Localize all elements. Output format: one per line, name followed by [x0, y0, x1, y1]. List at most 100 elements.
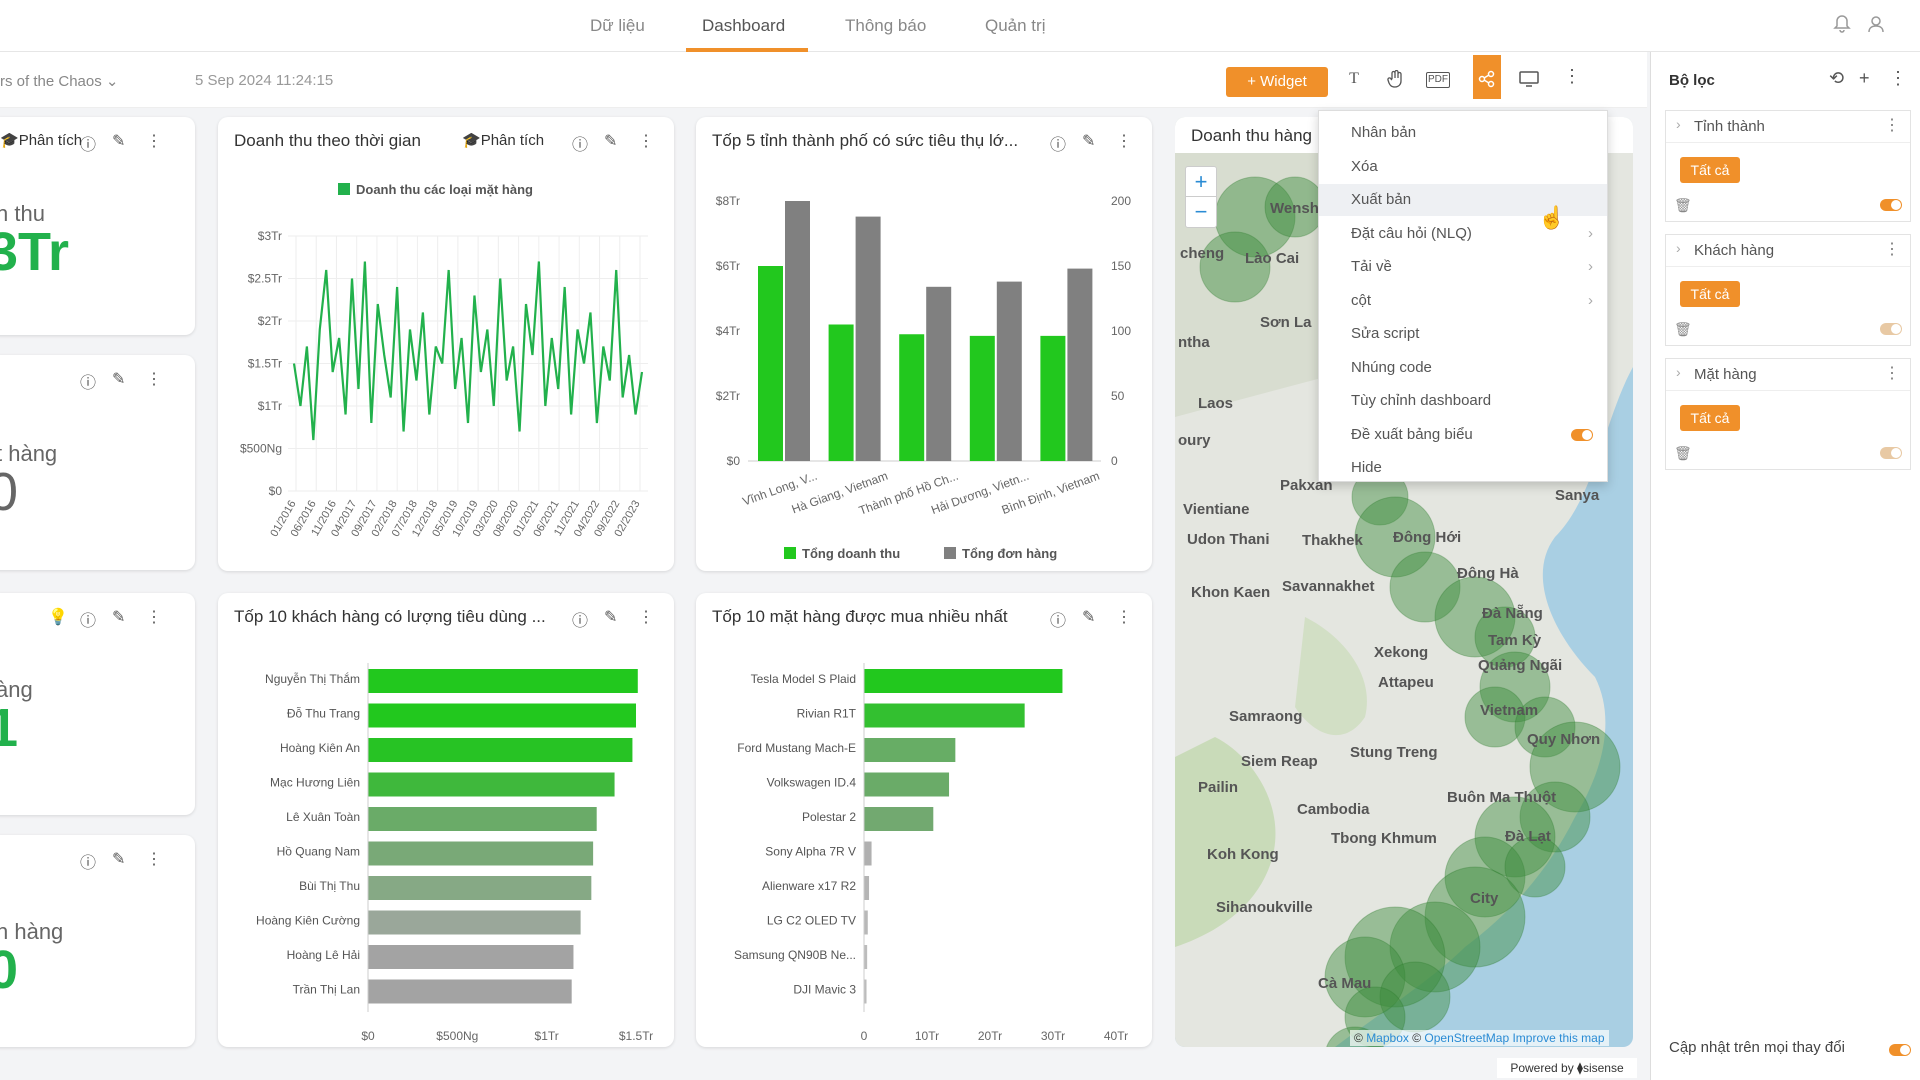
info-icon[interactable]: ⓘ — [80, 375, 97, 392]
more-options-icon[interactable]: ⋮ — [1116, 133, 1132, 150]
menu-toggle[interactable] — [1571, 428, 1593, 441]
top10-customers-card[interactable]: Tốp 10 khách hàng có lượng tiêu dùng ...… — [218, 593, 674, 1047]
top10-products-card[interactable]: Tốp 10 mặt hàng được mua nhiều nhất ⓘ ✎ … — [696, 593, 1152, 1047]
menu-item[interactable]: Đặt câu hỏi (NLQ) › — [1319, 218, 1607, 250]
menu-item[interactable]: Hide — [1319, 452, 1607, 484]
filter-header[interactable]: › Khách hàng ⋮ — [1666, 235, 1910, 267]
info-icon[interactable]: ⓘ — [572, 137, 589, 154]
menu-item[interactable]: Xóa — [1319, 151, 1607, 183]
kpi-card-orders[interactable]: ⓘ ✎ ⋮ t hàng 0 — [0, 355, 195, 570]
filter-item[interactable]: › Tỉnh thành ⋮ Tất cả 🗑 — [1665, 110, 1911, 222]
filter-value-chip[interactable]: Tất cả — [1680, 281, 1740, 307]
menu-item[interactable]: Xuất bản — [1319, 184, 1607, 216]
filter-value-chip[interactable]: Tất cả — [1680, 157, 1740, 183]
auto-update-toggle[interactable] — [1889, 1044, 1911, 1056]
more-options-icon[interactable]: ⋮ — [638, 609, 654, 626]
lightbulb-icon[interactable]: 💡 — [48, 609, 68, 626]
kpi-card-products[interactable]: ⓘ ✎ ⋮ h hàng 0 — [0, 835, 195, 1047]
more-options-icon[interactable]: ⋮ — [1884, 365, 1900, 382]
filter-item[interactable]: › Khách hàng ⋮ Tất cả 🗑 — [1665, 234, 1911, 346]
filter-value-chip[interactable]: Tất cả — [1680, 405, 1740, 431]
customers-bar-chart[interactable]: Nguyễn Thị Thắm Đỗ Thu Trang Hoàng Kiên An… — [218, 637, 674, 1047]
filter-item[interactable]: › Mặt hàng ⋮ Tất cả 🗑 — [1665, 358, 1911, 470]
revenue-over-time-card[interactable]: Doanh thu theo thời gian 🎓Phân tích ⓘ ✎ … — [218, 117, 674, 571]
products-bar-chart[interactable]: Tesla Model S Plaid Rivian R1T Ford Mustan… — [696, 637, 1152, 1047]
edit-icon[interactable]: ✎ — [112, 609, 126, 626]
more-options-icon[interactable]: ⋮ — [146, 133, 162, 150]
more-options-icon[interactable]: ⋮ — [1889, 68, 1907, 88]
kpi-card-customers[interactable]: 💡 ⓘ ✎ ⋮ àng 1 — [0, 593, 195, 815]
more-options-icon[interactable]: ⋮ — [1884, 117, 1900, 134]
chevron-down-icon: ⌄ — [105, 73, 119, 90]
filter-enable-toggle[interactable] — [1880, 199, 1902, 211]
edit-icon[interactable]: ✎ — [1082, 609, 1096, 626]
osm-link[interactable]: OpenStreetMap — [1424, 1031, 1510, 1045]
line-chart[interactable]: Doanh thu các loại mặt hàng $0 $500Ng $1Tr $… — [218, 161, 674, 571]
hand-icon[interactable] — [1383, 69, 1407, 92]
bar-revenue — [1040, 335, 1066, 461]
info-icon[interactable]: ⓘ — [80, 855, 97, 872]
pdf-export-icon[interactable]: PDF — [1426, 72, 1450, 88]
filter-enable-toggle[interactable] — [1880, 323, 1902, 335]
menu-item[interactable]: Nhúng code — [1319, 352, 1607, 384]
improve-map-link[interactable]: Improve this map — [1512, 1031, 1605, 1045]
more-options-icon[interactable]: ⋮ — [1884, 241, 1900, 258]
more-options-icon[interactable]: ⋮ — [638, 133, 654, 150]
analysis-label[interactable]: 🎓Phân tích — [0, 132, 83, 149]
zoom-in-button[interactable]: + — [1186, 167, 1216, 197]
menu-item[interactable]: cột › — [1319, 285, 1607, 317]
bell-icon[interactable] — [1832, 14, 1852, 39]
filter-header[interactable]: › Mặt hàng ⋮ — [1666, 359, 1910, 391]
menu-item[interactable]: Nhân bản — [1319, 117, 1607, 149]
add-icon[interactable]: + — [1859, 68, 1870, 88]
last-updated-timestamp: 5 Sep 2024 11:24:15 — [195, 72, 334, 89]
card-title: Tốp 10 mặt hàng được mua nhiều nhất — [712, 607, 1008, 626]
edit-icon[interactable]: ✎ — [112, 371, 126, 388]
mapbox-link[interactable]: Mapbox — [1366, 1031, 1409, 1045]
dashboard-name[interactable]: rs of the Chaos ⌄ — [0, 73, 119, 90]
menu-item[interactable]: Sửa script — [1319, 318, 1607, 350]
bar — [864, 876, 870, 900]
trash-icon[interactable]: 🗑 — [1674, 197, 1692, 213]
top5-provinces-card[interactable]: Tốp 5 tỉnh thành phố có sức tiêu thụ lớ.… — [696, 117, 1152, 571]
more-options-icon[interactable]: ⋮ — [146, 609, 162, 626]
filter-enable-toggle[interactable] — [1880, 447, 1902, 459]
edit-icon[interactable]: ✎ — [604, 609, 618, 626]
info-icon[interactable]: ⓘ — [572, 613, 589, 630]
edit-icon[interactable]: ✎ — [112, 851, 126, 868]
trash-icon[interactable]: 🗑 — [1674, 321, 1692, 337]
more-options-icon[interactable]: ⋮ — [1563, 66, 1581, 86]
filter-header[interactable]: › Tỉnh thành ⋮ — [1666, 111, 1910, 143]
tab-quan-tri[interactable]: Quản trị — [985, 16, 1046, 35]
kpi-card-revenue[interactable]: 🎓Phân tích ⓘ ✎ ⋮ h thu 3Tr — [0, 117, 195, 335]
monitor-icon[interactable] — [1517, 70, 1541, 92]
reset-icon[interactable]: ⟲ — [1829, 68, 1845, 88]
info-icon[interactable]: ⓘ — [80, 613, 97, 630]
tab-du-lieu[interactable]: Dữ liệu — [590, 16, 645, 35]
bar — [368, 910, 581, 935]
tab-dashboard[interactable]: Dashboard — [702, 16, 786, 35]
more-options-icon[interactable]: ⋮ — [146, 371, 162, 388]
edit-icon[interactable]: ✎ — [112, 133, 126, 150]
share-icon[interactable] — [1475, 70, 1499, 92]
zoom-out-button[interactable]: − — [1194, 199, 1208, 224]
info-icon[interactable]: ⓘ — [80, 137, 97, 154]
user-icon[interactable] — [1866, 14, 1886, 39]
tab-thong-bao[interactable]: Thông báo — [845, 16, 927, 35]
trash-icon[interactable]: 🗑 — [1674, 445, 1692, 461]
menu-item[interactable]: Tải về › — [1319, 251, 1607, 283]
menu-item[interactable]: Tùy chỉnh dashboard — [1319, 385, 1607, 417]
analysis-label[interactable]: 🎓Phân tích — [462, 132, 545, 149]
info-icon[interactable]: ⓘ — [1050, 613, 1067, 630]
add-widget-button[interactable]: + Widget — [1226, 67, 1328, 97]
dashboard-toolbar — [0, 52, 1647, 108]
more-options-icon[interactable]: ⋮ — [1116, 609, 1132, 626]
menu-item[interactable]: Đề xuất bảng biểu — [1319, 419, 1607, 451]
edit-icon[interactable]: ✎ — [604, 133, 618, 150]
edit-icon[interactable]: ✎ — [1082, 133, 1096, 150]
y-tick-label: DJI Mavic 3 — [793, 983, 856, 997]
text-widget-icon[interactable]: T — [1349, 70, 1359, 87]
info-icon[interactable]: ⓘ — [1050, 137, 1067, 154]
more-options-icon[interactable]: ⋮ — [146, 851, 162, 868]
